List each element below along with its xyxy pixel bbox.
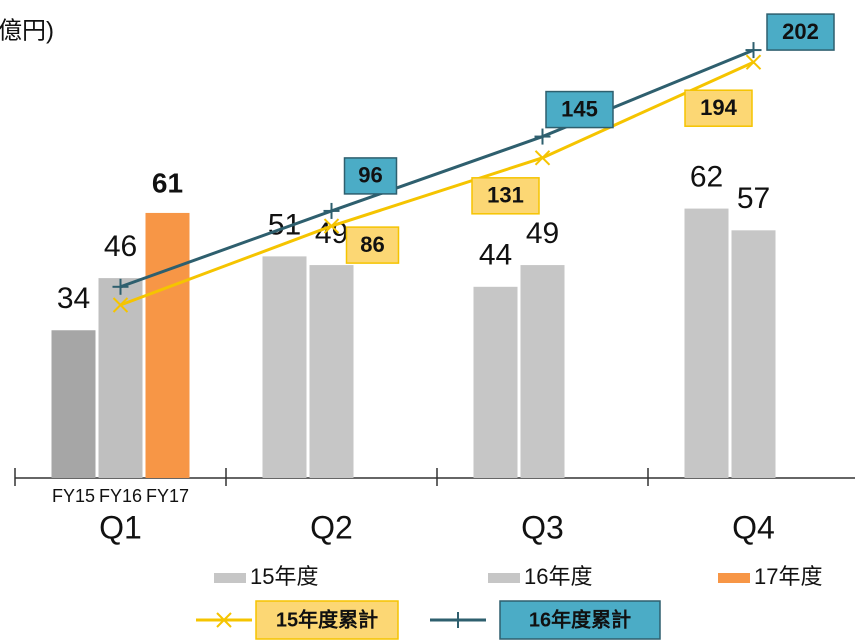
line-marker [323, 202, 340, 219]
x-tick-label: Q3 [521, 509, 564, 545]
legend-swatch [488, 573, 520, 583]
line-marker [745, 54, 762, 70]
bar [520, 265, 565, 478]
value-box [345, 226, 400, 264]
legend-label: 17年度 [754, 564, 822, 589]
bar [731, 230, 776, 478]
marker-stroke [112, 297, 129, 313]
x-tick-label: Q4 [732, 509, 775, 545]
bar-value-label: 61 [152, 167, 183, 198]
cumulative-line [119, 60, 755, 307]
value-box [343, 157, 398, 195]
legend-label: 15年度累計 [276, 607, 378, 631]
bar-sublabel: FY15 [52, 486, 95, 506]
legend-box [499, 600, 661, 640]
bar-value-label: 34 [57, 282, 90, 315]
bar-value-label: 62 [690, 161, 723, 194]
bar-value-label: 44 [479, 239, 512, 272]
x-tick-label: Q2 [310, 509, 353, 545]
line-value-label: 131 [487, 183, 524, 208]
value-box [471, 177, 540, 215]
bar-value-label: 57 [737, 182, 770, 215]
line-marker [112, 278, 129, 295]
line-marker [216, 612, 232, 628]
chart-title: (億円) [0, 17, 54, 44]
marker-stroke [216, 612, 232, 628]
value-box [766, 13, 835, 51]
x-tick-label: Q1 [99, 509, 142, 545]
bar-sublabel: FY17 [146, 486, 189, 506]
value-box [545, 90, 614, 129]
marker-stroke [745, 54, 762, 70]
line-value-label: 194 [700, 95, 737, 120]
marker-stroke [323, 218, 340, 234]
bar [145, 212, 190, 478]
bar [473, 286, 518, 478]
line-value-label: 202 [782, 19, 819, 44]
bar-value-label: 46 [104, 230, 137, 263]
line-marker [534, 128, 551, 145]
value-box [684, 89, 753, 127]
marker-stroke [534, 150, 551, 166]
bar [262, 256, 307, 478]
line-marker [534, 150, 551, 166]
legend-box [255, 600, 399, 640]
legend-label: 15年度 [250, 564, 318, 589]
legend-swatch [214, 573, 246, 583]
legend-label: 16年度 [524, 564, 592, 589]
line-value-label: 145 [561, 96, 598, 121]
line-marker [323, 218, 340, 234]
line-marker [450, 612, 466, 628]
cumulative-line [119, 48, 755, 289]
legend-label: 16年度累計 [529, 607, 631, 631]
line-value-label: 96 [358, 163, 382, 188]
line-value-label: 86 [360, 232, 384, 257]
line-marker [745, 42, 762, 59]
bar-value-label: 49 [526, 217, 559, 250]
bar [98, 278, 143, 478]
bar-sublabel: FY16 [99, 486, 142, 506]
legend-swatch [718, 573, 750, 583]
line-marker [112, 297, 129, 313]
bar [51, 330, 96, 478]
bar [684, 208, 729, 478]
bar [309, 265, 354, 478]
